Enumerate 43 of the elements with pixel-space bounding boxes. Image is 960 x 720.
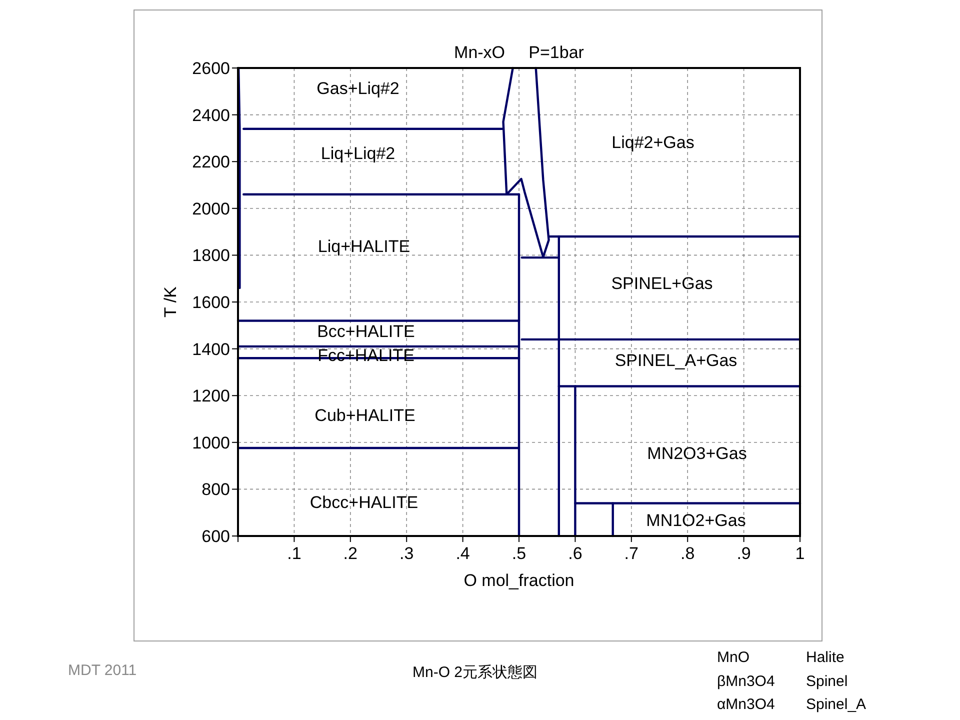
annotation: MN2O3+Gas — [647, 444, 747, 463]
text: MnO — [717, 649, 750, 666]
y-axis-title: T /K — [161, 286, 180, 318]
text: MDT 2011 — [68, 662, 137, 679]
text: βMn3O4 — [717, 673, 775, 690]
x-tick-label: .7 — [624, 544, 638, 563]
annotation: Gas+Liq#2 — [316, 79, 400, 98]
text: αMn3O4 — [717, 696, 775, 713]
x-tick-label: .4 — [456, 544, 470, 563]
x-axis-title: O mol_fraction — [464, 571, 574, 590]
x-tick-label: .9 — [736, 544, 751, 563]
chart-title: Mn-xO P=1bar — [454, 43, 584, 62]
x-tick-label: .5 — [512, 544, 526, 563]
y-tick-label: 2600 — [192, 59, 230, 78]
x-tick-label: .1 — [287, 544, 302, 563]
y-tick-label: 1000 — [192, 433, 230, 452]
text: Spinel — [806, 673, 848, 690]
y-tick-label: 2400 — [192, 106, 230, 125]
y-tick-label: 2200 — [192, 152, 230, 172]
y-tick-label: 1800 — [192, 246, 230, 266]
annotation: Liq+Liq#2 — [320, 144, 396, 163]
y-tick-label: 1200 — [192, 386, 230, 406]
annotation: Bcc+HALITE — [317, 322, 415, 341]
y-tick-label: 1400 — [192, 340, 230, 359]
x-tick-label: .3 — [400, 544, 414, 563]
annotation: SPINEL_A+Gas — [614, 351, 738, 370]
y-tick-label: 800 — [202, 480, 230, 500]
x-tick-label: .8 — [680, 544, 695, 563]
text: Halite — [806, 649, 844, 666]
text: Spinel_A — [806, 696, 866, 713]
text: Mn-O 2元系状態図 — [412, 664, 538, 681]
annotation: Cbcc+HALITE — [310, 493, 418, 512]
annotation: SPINEL+Gas — [611, 274, 713, 293]
annotation: MN1O2+Gas — [646, 511, 746, 530]
x-tick-label: .6 — [568, 544, 582, 563]
x-tick-label: 1 — [795, 544, 805, 563]
annotation: Cub+HALITE — [314, 406, 416, 425]
y-tick-label: 1600 — [192, 293, 230, 312]
annotation: Liq+HALITE — [318, 237, 410, 256]
y-tick-label: 2000 — [192, 199, 230, 218]
x-tick-label: .2 — [343, 544, 358, 563]
y-tick-label: 600 — [202, 527, 230, 546]
annotation: Liq#2+Gas — [612, 133, 694, 152]
